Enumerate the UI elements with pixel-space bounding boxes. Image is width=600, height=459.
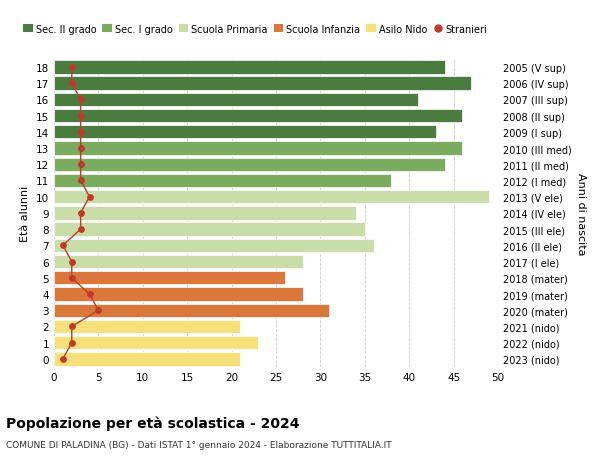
Point <box>76 210 85 217</box>
Point <box>76 177 85 185</box>
Point <box>76 145 85 152</box>
Bar <box>54 174 391 188</box>
Text: Popolazione per età scolastica - 2024: Popolazione per età scolastica - 2024 <box>6 415 299 430</box>
Point <box>58 355 68 363</box>
Bar <box>54 142 463 155</box>
Text: COMUNE DI PALADINA (BG) - Dati ISTAT 1° gennaio 2024 - Elaborazione TUTTITALIA.I: COMUNE DI PALADINA (BG) - Dati ISTAT 1° … <box>6 440 392 449</box>
Bar <box>54 190 489 204</box>
Point <box>67 258 77 266</box>
Point <box>76 129 85 136</box>
Bar <box>54 336 258 350</box>
Y-axis label: Età alunni: Età alunni <box>20 185 31 241</box>
Point <box>76 96 85 104</box>
Bar <box>54 207 356 220</box>
Bar <box>54 223 365 236</box>
Bar <box>54 126 436 139</box>
Legend: Sec. II grado, Sec. I grado, Scuola Primaria, Scuola Infanzia, Asilo Nido, Stran: Sec. II grado, Sec. I grado, Scuola Prim… <box>23 24 487 34</box>
Point <box>67 80 77 88</box>
Point <box>67 64 77 72</box>
Point <box>67 274 77 282</box>
Bar <box>54 77 472 90</box>
Bar <box>54 272 285 285</box>
Point <box>76 112 85 120</box>
Point <box>67 323 77 330</box>
Point <box>94 307 103 314</box>
Y-axis label: Anni di nascita: Anni di nascita <box>575 172 586 255</box>
Bar <box>54 239 374 252</box>
Point <box>85 194 94 201</box>
Point <box>67 339 77 347</box>
Point <box>85 291 94 298</box>
Bar <box>54 288 302 301</box>
Bar <box>54 94 418 107</box>
Bar <box>54 158 445 172</box>
Bar <box>54 320 241 333</box>
Bar <box>54 61 445 74</box>
Point <box>76 226 85 233</box>
Bar <box>54 110 463 123</box>
Point <box>58 242 68 250</box>
Point <box>76 161 85 168</box>
Bar <box>54 353 241 366</box>
Bar <box>54 255 302 269</box>
Bar <box>54 304 329 317</box>
